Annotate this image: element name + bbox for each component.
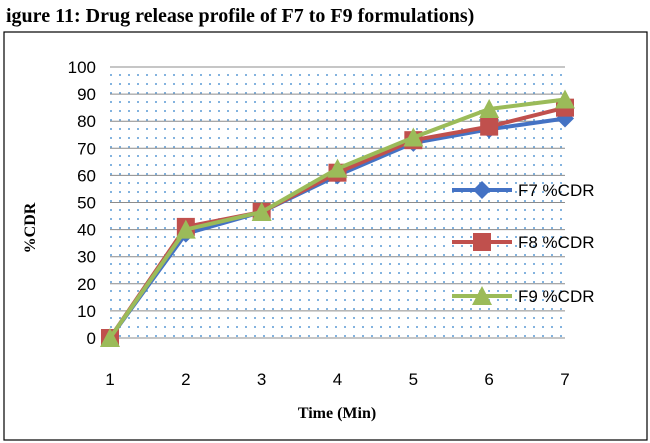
- x-axis-title: Time (Min): [298, 405, 376, 422]
- x-axis-ticks: 1 2 3 4 5 6 7: [105, 370, 569, 389]
- data-point: [403, 127, 424, 147]
- data-point: [251, 201, 272, 221]
- data-point: [555, 89, 575, 109]
- y-axis-ticks: 0 10 20 30 40 50 60 70 80 90 100: [68, 58, 96, 348]
- y-tick-label: 20: [77, 275, 96, 294]
- y-tick-label: 30: [77, 248, 96, 267]
- legend-label: F7 %CDR: [518, 181, 595, 200]
- legend-entry: F7 %CDR: [452, 181, 595, 200]
- x-tick-label: 5: [409, 370, 418, 389]
- y-tick-label: 50: [77, 194, 96, 213]
- legend-entry: F9 %CDR: [452, 286, 595, 306]
- y-tick-label: 60: [77, 166, 96, 185]
- data-point: [473, 233, 491, 251]
- y-tick-label: 0: [87, 329, 96, 348]
- x-tick-label: 1: [105, 370, 114, 389]
- x-tick-label: 4: [333, 370, 342, 389]
- legend-label: F9 %CDR: [518, 287, 595, 306]
- x-tick-label: 3: [257, 370, 266, 389]
- data-point: [473, 181, 491, 199]
- legend-label: F8 %CDR: [518, 233, 595, 252]
- series-layer: [100, 89, 575, 347]
- legend-entry: F8 %CDR: [452, 233, 595, 252]
- data-point: [480, 117, 499, 136]
- y-tick-label: 10: [77, 302, 96, 321]
- chart-frame: [3, 31, 648, 441]
- y-tick-label: 40: [77, 221, 96, 240]
- data-point: [327, 158, 348, 178]
- y-tick-label: 90: [77, 85, 96, 104]
- gridlines: [110, 66, 565, 339]
- series-f9-cdr: [100, 89, 575, 347]
- y-tick-label: 80: [77, 112, 96, 131]
- data-point: [175, 219, 196, 239]
- y-tick-label: 100: [68, 58, 96, 77]
- data-point: [479, 99, 500, 119]
- x-tick-label: 2: [181, 370, 190, 389]
- x-tick-label: 7: [560, 370, 569, 389]
- x-tick-label: 6: [484, 370, 493, 389]
- y-axis-title: %CDR: [22, 202, 39, 253]
- y-tick-label: 70: [77, 139, 96, 158]
- data-point: [472, 286, 492, 305]
- figure-caption-fragment: igure 11: Drug release profile of F7 to …: [6, 5, 474, 27]
- legend: F7 %CDR F8 %CDR F9 %CDR: [452, 181, 595, 306]
- data-point: [100, 328, 120, 347]
